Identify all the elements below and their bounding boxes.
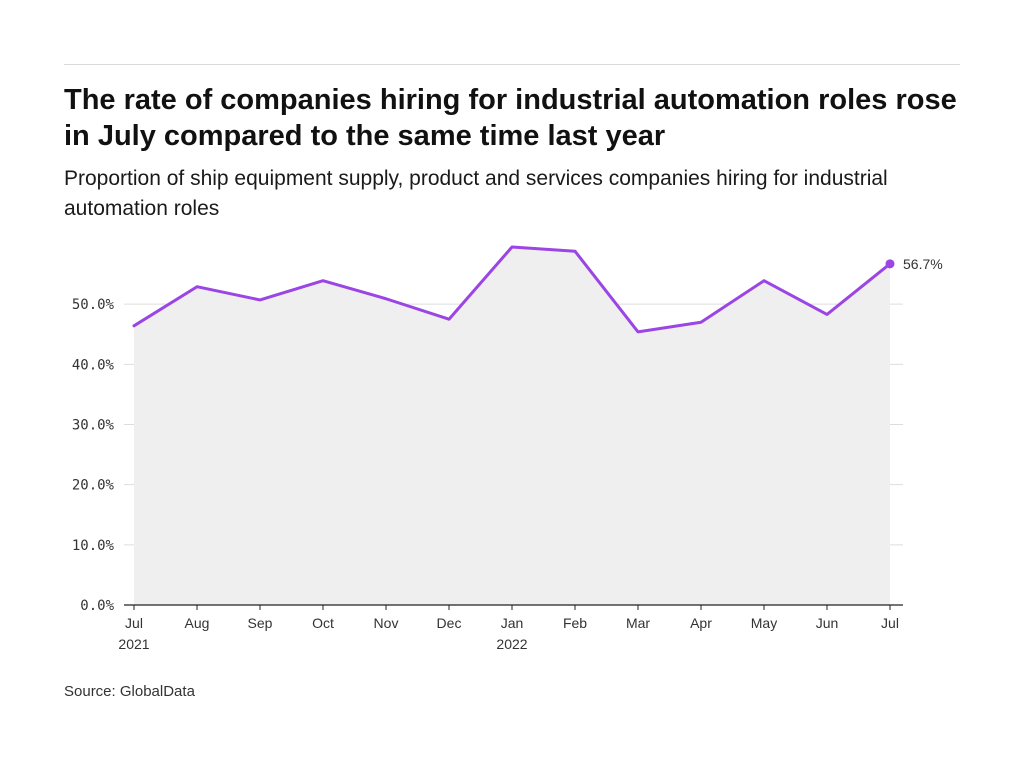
source-note: Source: GlobalData (64, 683, 195, 700)
series-line (132, 245, 892, 334)
x-tick-year-label: 2021 (118, 636, 149, 652)
x-tick-label: Jun (816, 615, 839, 631)
area-fill-layer (134, 247, 890, 605)
y-tick-label: 10.0% (72, 538, 115, 554)
chart-subtitle: Proportion of ship equipment supply, pro… (64, 167, 888, 220)
x-tick-label: Dec (437, 615, 462, 631)
y-tick-label: 40.0% (72, 357, 115, 373)
y-tick-label: 20.0% (72, 478, 115, 494)
x-tick-year-label: 2022 (496, 636, 527, 652)
y-tick-label: 50.0% (72, 297, 115, 313)
end-point-marker-layer: 56.7% (885, 256, 943, 272)
y-tick-label: 30.0% (72, 418, 115, 434)
x-tick-label: May (751, 615, 777, 631)
x-tick-label: Nov (374, 615, 399, 631)
x-tick-label: Aug (185, 615, 210, 631)
series-line-layer (132, 245, 892, 334)
x-axis (124, 604, 903, 610)
x-tick-label: Jan (501, 615, 524, 631)
x-tick-label: Oct (312, 615, 334, 631)
x-tick-label: Apr (690, 615, 712, 631)
x-tick-label: Sep (248, 615, 273, 631)
y-axis-tick-labels: 0.0% 10.0% 20.0% 30.0% 40.0% 50.0% (72, 297, 115, 614)
x-tick-label: Jul (125, 615, 143, 631)
area-fill (134, 247, 890, 605)
x-tick-label: Jul (881, 615, 899, 631)
x-tick-label: Feb (563, 615, 587, 631)
end-point-marker (885, 259, 895, 269)
x-axis-tick-labels: Jul 2021 Aug Sep Oct Nov Dec Jan 2022 Feb Mar Apr Ma… (118, 615, 899, 652)
y-tick-label: 0.0% (80, 598, 114, 614)
end-value-label: 56.7% (903, 256, 943, 272)
chart-title: The rate of companies hiring for industr… (64, 84, 957, 152)
x-tick-label: Mar (626, 615, 650, 631)
top-divider (64, 64, 960, 65)
